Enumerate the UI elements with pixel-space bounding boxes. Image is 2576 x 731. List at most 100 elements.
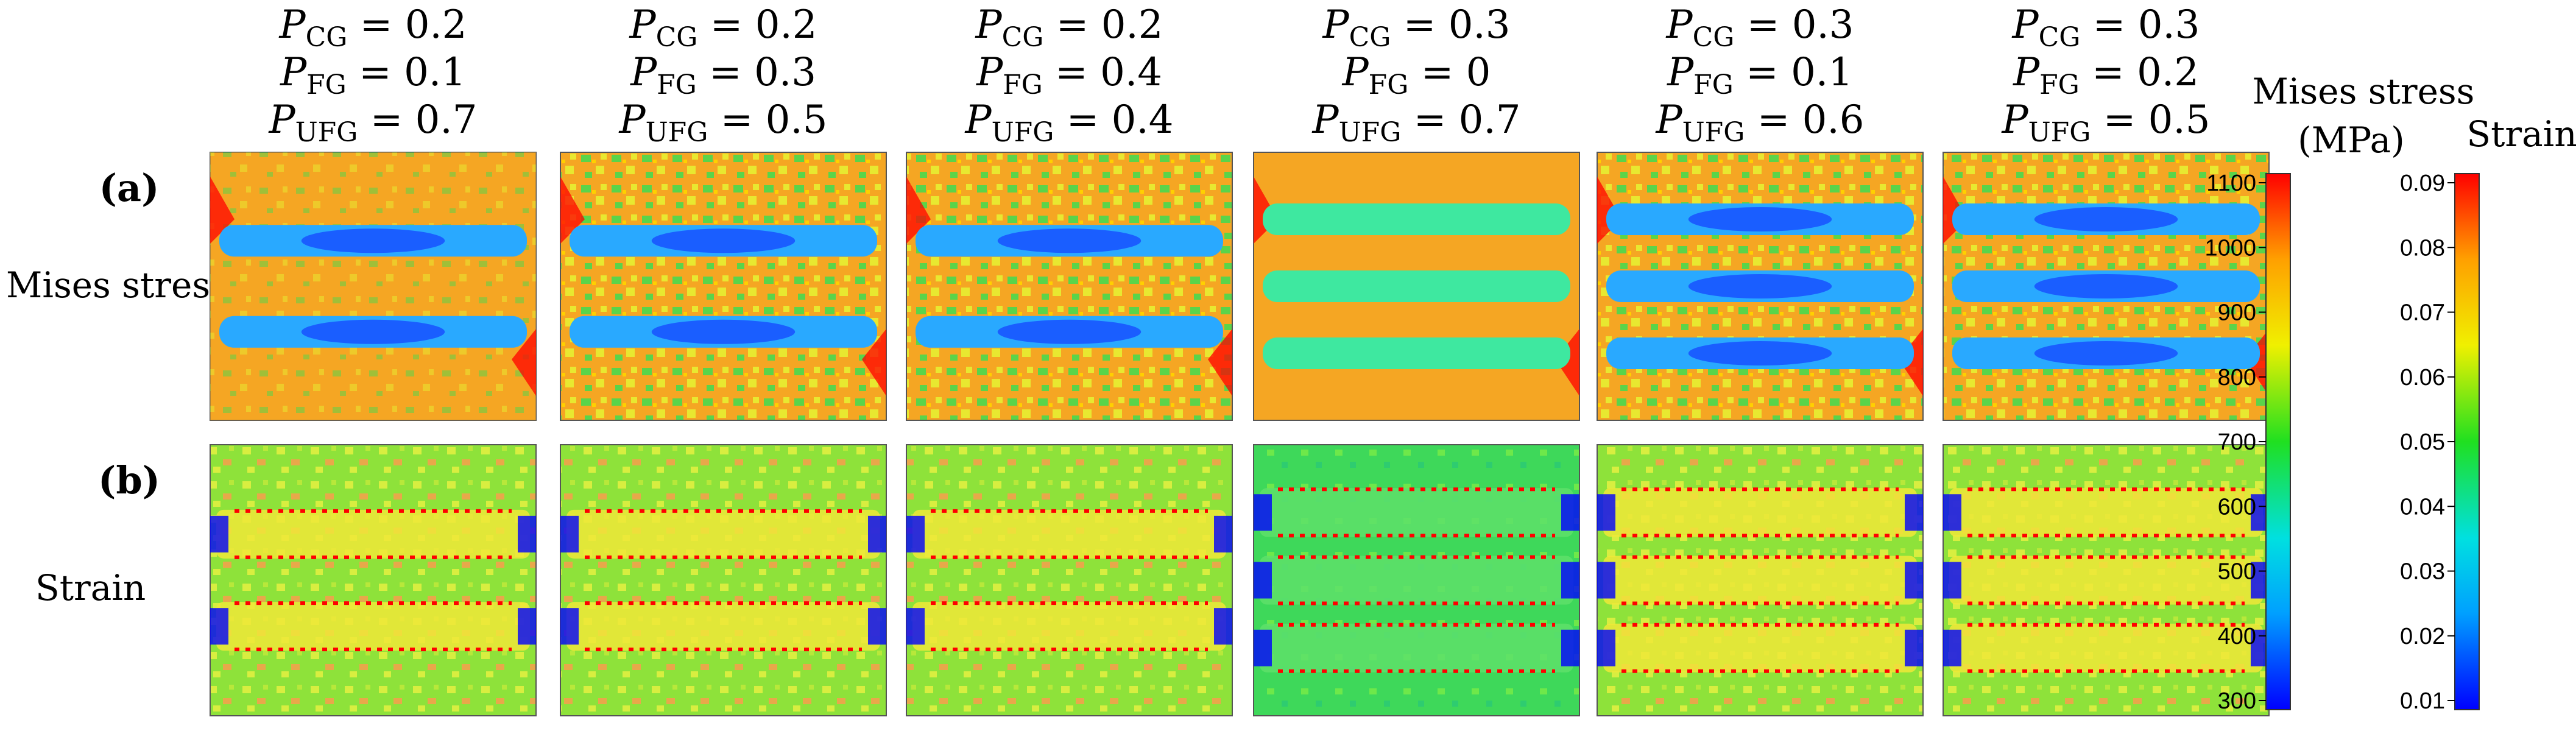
- strain-band: [1949, 623, 2263, 673]
- strain-edge-low: [1214, 608, 1232, 645]
- strain-field: [210, 444, 537, 716]
- param-label: PFG = 0: [1342, 50, 1491, 101]
- strain-panel: [210, 444, 537, 716]
- stress-hotspot: [862, 329, 886, 396]
- strain-field: [560, 444, 887, 716]
- stress-band: [1263, 203, 1570, 235]
- stress-band-core: [2034, 341, 2178, 366]
- tick-label: 300: [2218, 688, 2256, 714]
- strain-edge-low: [1905, 629, 1923, 666]
- stress-field: [560, 152, 887, 421]
- param-label: PCG = 0.3: [2012, 2, 2200, 53]
- stress-grain-texture: [210, 152, 536, 420]
- strain-edge-low: [1943, 494, 1961, 531]
- stress-band-core: [1688, 207, 1832, 231]
- strain-colorbar: [2454, 173, 2480, 710]
- tick-label: 0.04: [2400, 494, 2445, 520]
- strain-legend-title: Strain: [2466, 113, 2576, 155]
- strain-edge-low: [1561, 562, 1579, 599]
- param-label: PUFG = 0.7: [269, 97, 478, 148]
- stress-hotspot: [906, 177, 931, 244]
- param-label: PCG = 0.2: [975, 2, 1163, 53]
- stress-panel: [906, 152, 1233, 421]
- strain-band: [1260, 623, 1573, 673]
- tick-label: 0.07: [2400, 300, 2445, 326]
- stress-field: [906, 152, 1233, 421]
- strain-band: [216, 509, 530, 559]
- strain-panel: [1597, 444, 1924, 716]
- strain-edge-low: [1254, 494, 1272, 531]
- stress-colorbar-ticks: 1100 1000 900 800 700 600 500 400 300: [2204, 171, 2266, 714]
- strain-edge-low: [1561, 494, 1579, 531]
- strain-edge-low: [1943, 562, 1961, 599]
- strain-band: [1260, 488, 1573, 537]
- strain-panel: [906, 444, 1233, 716]
- tick-label: 800: [2218, 365, 2256, 390]
- strain-edge-low: [560, 608, 579, 645]
- strain-edge-low: [518, 515, 536, 553]
- stress-hotspot: [560, 177, 585, 244]
- strain-edge-low: [210, 515, 228, 553]
- param-label: PUFG = 0.5: [2002, 97, 2211, 148]
- strain-band: [1603, 488, 1917, 537]
- stress-colorbar: [2265, 173, 2291, 710]
- strain-panel: [1943, 444, 2270, 716]
- strain-edge-low: [1254, 629, 1272, 666]
- stress-band-core: [651, 319, 796, 344]
- strain-band: [566, 602, 880, 651]
- tick-label: 600: [2218, 494, 2256, 520]
- tick-label: 0.01: [2400, 688, 2445, 714]
- stress-panel: [560, 152, 887, 421]
- tick-label: 0.05: [2400, 429, 2445, 455]
- strain-edge-low: [1597, 562, 1615, 599]
- stress-band: [1263, 337, 1570, 369]
- param-label: PFG = 0.3: [630, 50, 816, 101]
- strain-edge-low: [1943, 629, 1961, 666]
- strain-colorbar-ticks: 0.09 0.08 0.07 0.06 0.05 0.04 0.03 0.02 0.01: [2400, 171, 2455, 714]
- param-label: PFG = 0.1: [280, 50, 466, 101]
- strain-edge-low: [1905, 494, 1923, 531]
- tick-label: 0.06: [2400, 365, 2445, 390]
- stress-hotspot: [1208, 329, 1232, 396]
- stress-hotspot: [210, 177, 235, 244]
- strain-edge-low: [518, 608, 536, 645]
- tick-label: 0.02: [2400, 624, 2445, 649]
- row-a-title: Mises stress: [6, 264, 228, 306]
- tick-label: 500: [2218, 559, 2256, 585]
- strain-edge-low: [1254, 562, 1272, 599]
- stress-band-core: [1688, 274, 1832, 298]
- tick-label: 900: [2218, 300, 2256, 326]
- stress-legend-unit: (MPa): [2298, 119, 2405, 161]
- strain-edge-low: [868, 608, 886, 645]
- param-label: PUFG = 0.4: [965, 97, 1174, 148]
- param-label: PFG = 0.4: [976, 50, 1162, 101]
- strain-edge-low: [1905, 562, 1923, 599]
- tick-label: 1100: [2206, 171, 2256, 196]
- strain-band: [1260, 556, 1573, 605]
- stress-band-core: [301, 228, 445, 253]
- param-label: PUFG = 0.6: [1656, 97, 1865, 148]
- strain-band: [912, 602, 1226, 651]
- stress-panel: [1597, 152, 1924, 421]
- stress-band-core: [997, 228, 1142, 253]
- strain-band: [1603, 556, 1917, 605]
- stress-panel: [1943, 152, 2270, 421]
- strain-field: [906, 444, 1233, 716]
- strain-edge-low: [210, 608, 228, 645]
- strain-edge-low: [1597, 629, 1615, 666]
- strain-edge-low: [1597, 494, 1615, 531]
- strain-band: [912, 509, 1226, 559]
- stress-panel: [210, 152, 537, 421]
- strain-band: [1949, 556, 2263, 605]
- param-label: PCG = 0.2: [279, 2, 467, 53]
- strain-edge-low: [1561, 629, 1579, 666]
- param-label: PCG = 0.3: [1322, 2, 1511, 53]
- strain-edge-low: [868, 515, 886, 553]
- strain-edge-low: [906, 515, 925, 553]
- param-label: PFG = 0.2: [2013, 50, 2199, 101]
- strain-edge-low: [1214, 515, 1232, 553]
- stress-band-core: [2034, 274, 2178, 298]
- tick-label: 700: [2218, 429, 2256, 455]
- tick-label: 1000: [2204, 235, 2256, 261]
